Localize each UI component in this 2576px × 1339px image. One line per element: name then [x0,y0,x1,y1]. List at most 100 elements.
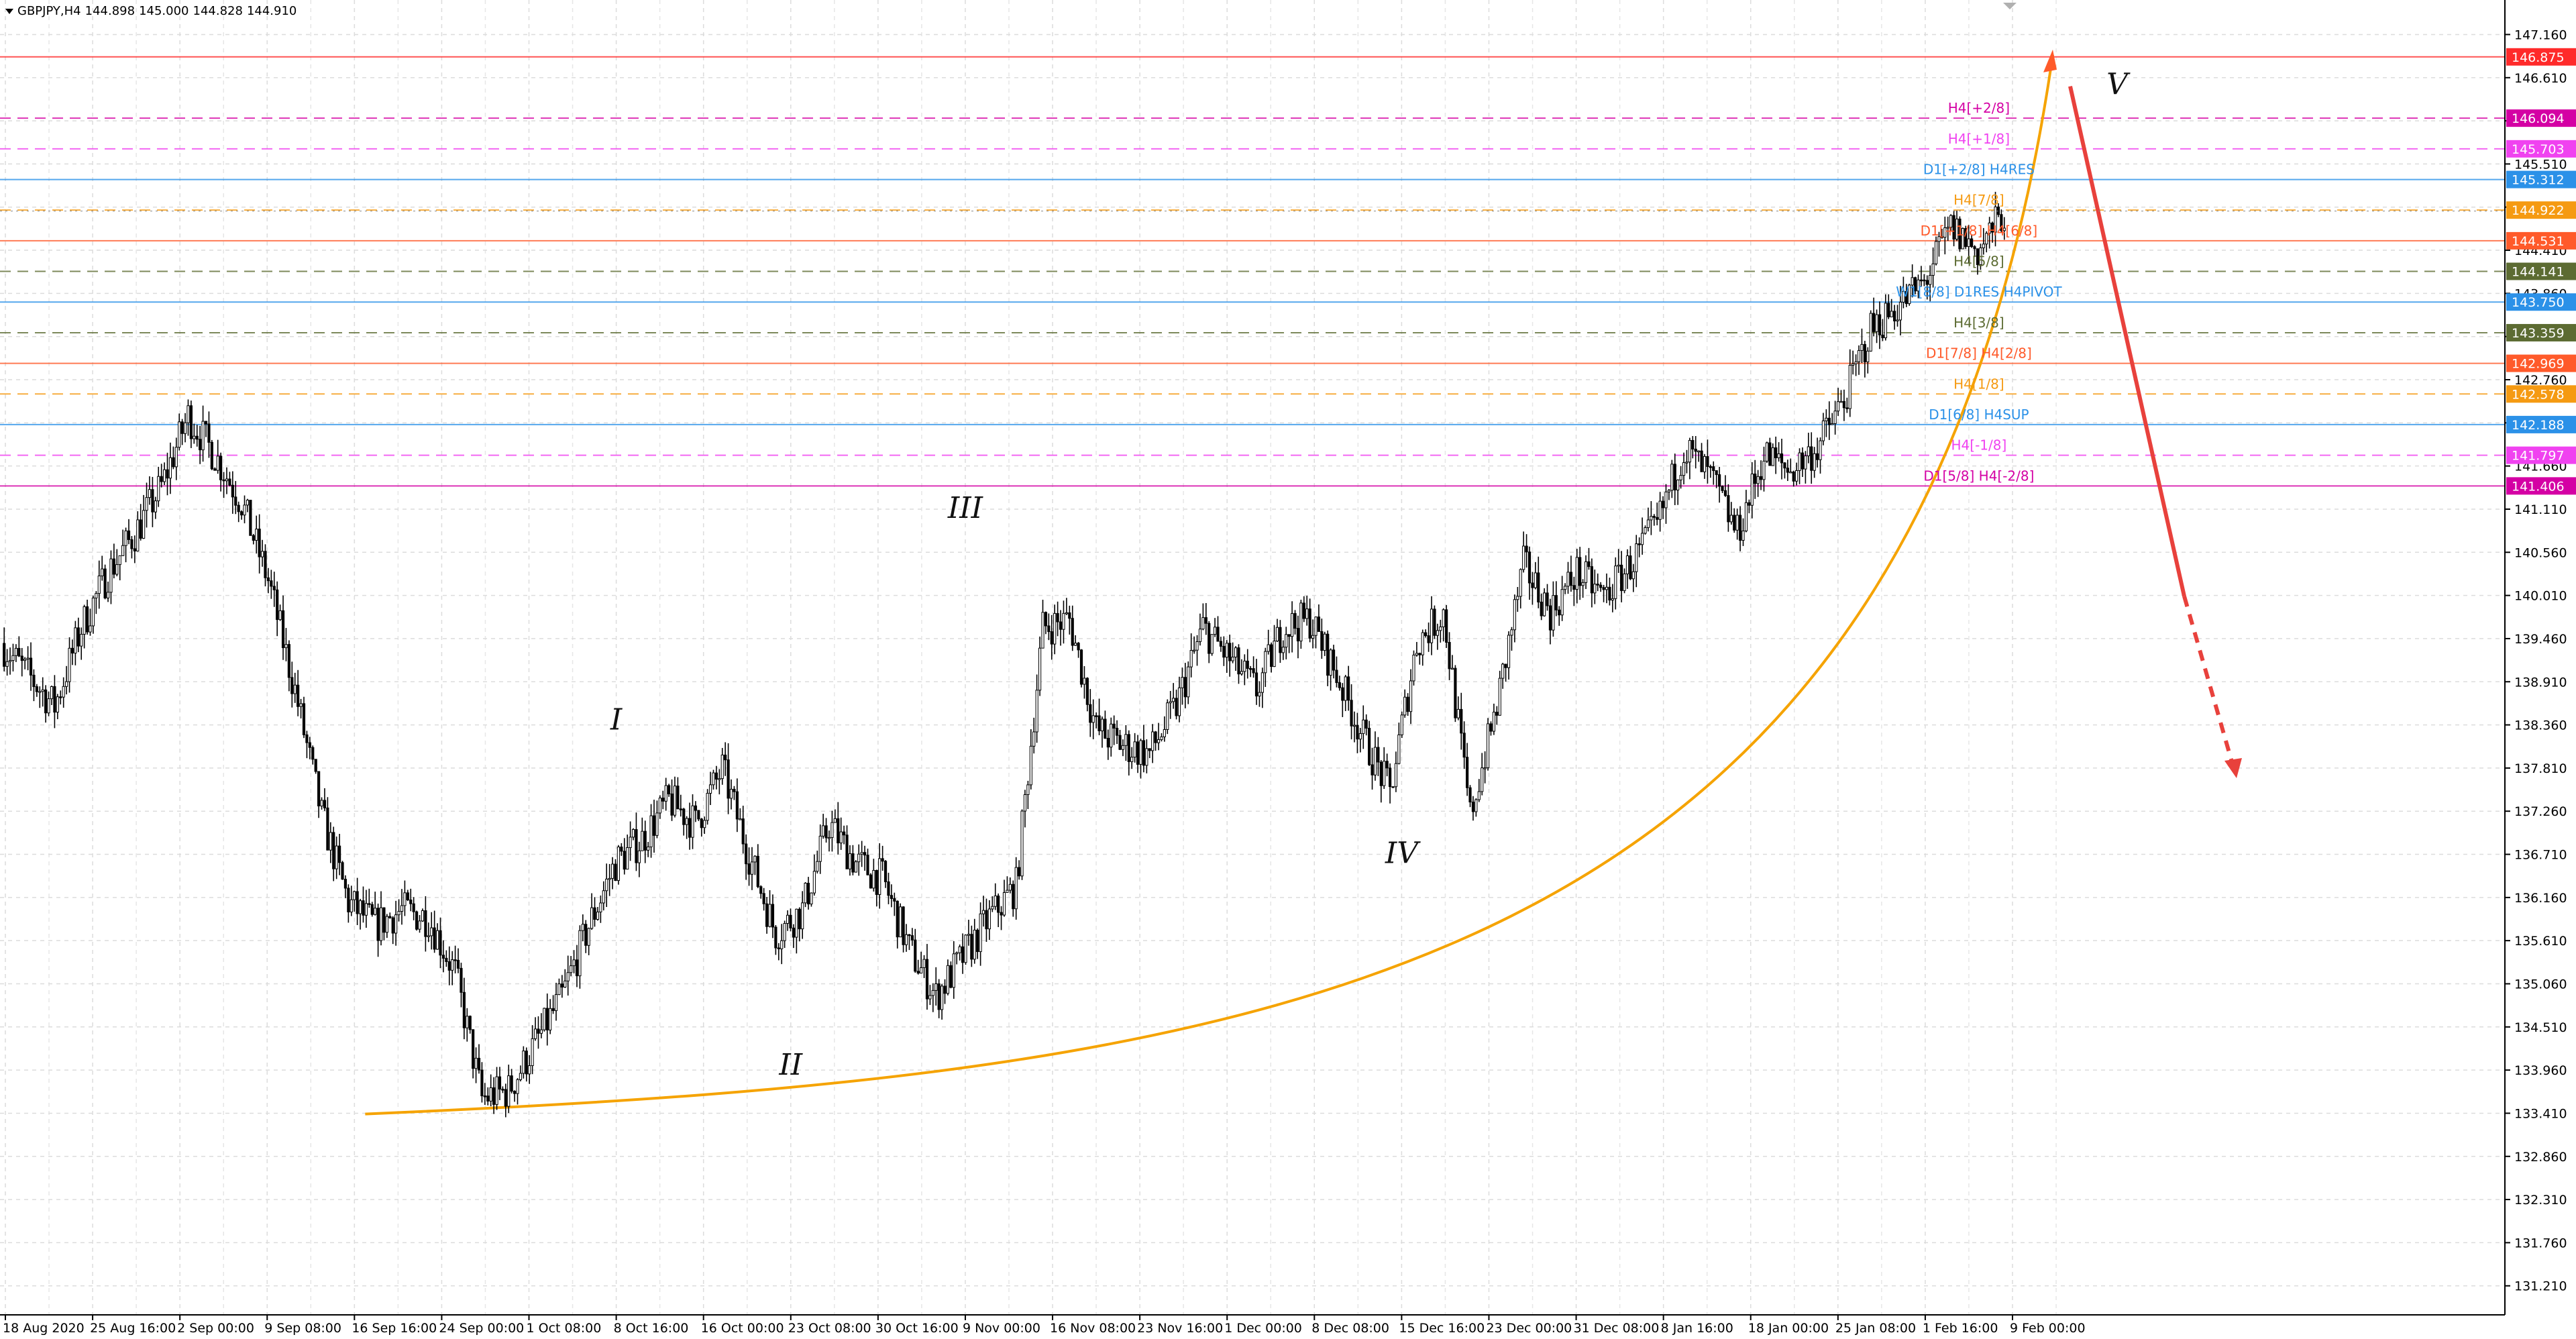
candle-body [1059,621,1063,630]
candle-body [272,586,276,590]
candle-body [1661,500,1665,508]
candle-body [1558,609,1561,616]
candle-body [186,405,190,423]
candle-body [151,489,154,513]
candle-body [1332,649,1336,671]
candle-body [1121,745,1125,750]
candle-body [941,985,944,1010]
candle-body [643,831,647,851]
candle-body [353,891,356,900]
x-tick-label: 16 Nov 08:00 [1050,1321,1136,1336]
candle-body [281,610,285,649]
candle-body [1584,561,1588,583]
candle-body [1379,761,1383,786]
candle-body [1554,595,1558,610]
candle-body [80,633,83,647]
candle-body [1151,731,1155,751]
candle-body [1234,647,1238,657]
candle-body [270,580,273,587]
candle-body [1652,516,1656,518]
y-tick-label: 142.760 [2514,373,2567,388]
candle-body [1498,678,1501,716]
candle-body [456,959,460,969]
price-badge [2506,48,2576,66]
candle-body [1866,350,1870,362]
y-tick-label: 137.810 [2514,761,2567,776]
candle-body [1302,602,1305,619]
candle-body [1522,545,1525,570]
candle-body [1593,584,1597,594]
candle-body [1118,735,1122,750]
candle-body [827,837,831,839]
candle-body [806,883,810,905]
candle-body [795,908,798,938]
candle-body [649,815,653,847]
candle-body [851,853,855,873]
candle-body [1254,672,1258,697]
candle-body [908,934,911,936]
candle-body [68,647,71,682]
y-tick-label: 140.560 [2514,545,2567,560]
candle-body [234,496,237,506]
candle-body [961,946,965,963]
candle-body [1450,667,1454,670]
candle-body [1026,784,1030,796]
candle-body [453,959,457,961]
collapse-triangle-icon[interactable] [5,8,13,14]
candle-body [1723,490,1727,496]
candle-body [750,861,754,875]
candle-body [1581,582,1585,586]
candle-body [733,788,736,792]
candle-body [1650,516,1653,521]
candle-body [946,965,950,994]
candle-body [216,456,219,471]
candle-body [1468,787,1472,803]
candle-body [1510,629,1513,636]
candle-body [1958,218,1962,250]
candle-body [174,447,178,468]
candle-body [981,910,985,914]
candlesticks [3,191,2006,1118]
candle-body [332,832,335,869]
candle-body [860,852,863,855]
candle-body [1896,319,1899,322]
candle-body [608,877,611,880]
candle-body [1821,420,1825,441]
candle-body [1504,663,1507,668]
candle-body [1786,468,1789,473]
candle-body [1798,452,1801,471]
price-badge-label: 142.188 [2512,418,2565,433]
candle-body [249,500,252,536]
candle-body [1442,609,1445,627]
candle-body [56,696,59,713]
price-badge-label: 145.703 [2512,142,2565,157]
y-tick-label: 140.010 [2514,589,2567,604]
candle-body [1934,241,1938,264]
candle-body [1718,474,1721,487]
candle-body [1780,453,1784,464]
symbol-header: GBPJPY,H4 144.898 145.000 144.828 144.91… [5,4,301,18]
candle-body [682,808,686,825]
candle-body [1546,592,1549,606]
candle-body [943,985,947,994]
candle-body [1299,602,1303,642]
candle-body [50,686,54,700]
candle-body [379,907,383,941]
candle-body [1774,447,1778,458]
candle-body [881,858,884,862]
candle-body [1145,748,1148,766]
candle-body [1041,612,1044,649]
candle-body [599,902,602,912]
candle-body [246,500,250,506]
level-label: H4[+1/8] [1948,131,2010,147]
candle-body [1273,641,1276,667]
candle-body [1552,595,1555,631]
candle-body [1305,608,1309,619]
candle-body [1949,215,1953,228]
candle-body [136,519,140,551]
price-badge-label: 146.875 [2512,50,2565,65]
candle-body [1012,883,1015,910]
symbol-timeframe: GBPJPY,H4 [17,4,81,18]
candle-body [1534,572,1537,588]
